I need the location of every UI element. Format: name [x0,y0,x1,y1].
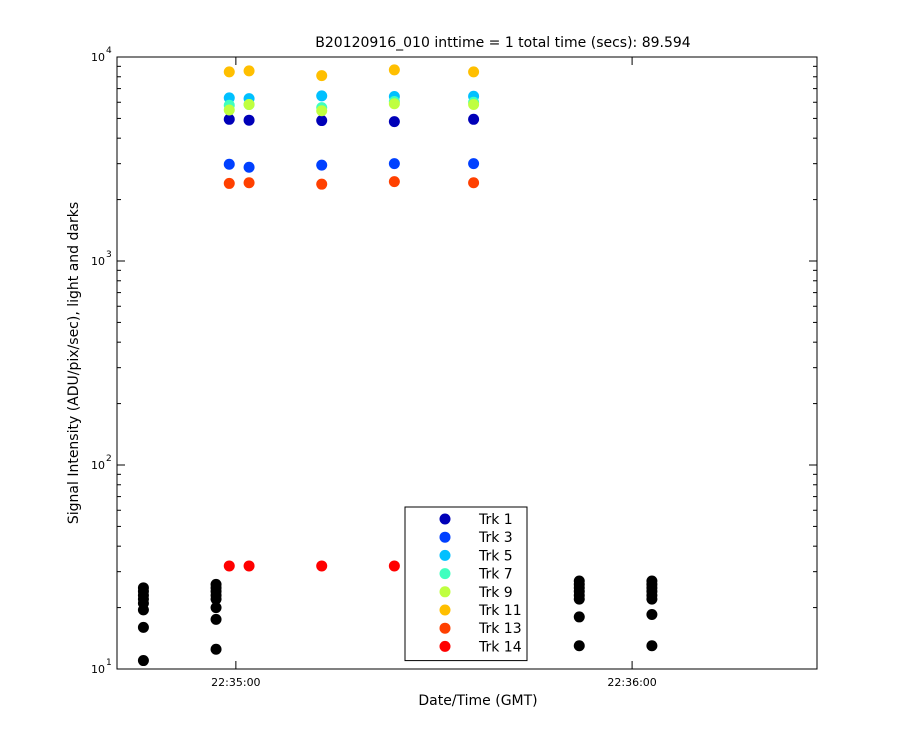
point-trk-13 [468,177,480,189]
dark-point [573,640,585,652]
legend-entry-label: Trk 5 [478,548,513,564]
point-trk-9 [223,104,235,116]
point-trk-1 [243,114,255,126]
point-trk-3 [316,159,328,171]
x-axis-label: Date/Time (GMT) [418,693,537,709]
legend-entry-label: Trk 9 [478,585,513,601]
legend-entry-label: Trk 13 [478,621,522,637]
y-tick-exponent: 1 [106,658,112,668]
legend-marker [439,640,451,652]
y-tick-label: 10 [91,663,105,676]
point-trk-13 [316,178,328,190]
dark-point [210,613,222,625]
point-trk-9 [388,98,400,110]
point-trk-14 [316,560,328,572]
y-tick-label: 10 [91,255,105,268]
legend: Trk 1 Trk 3 Trk 5 Trk 7 Trk 9 Trk 11 Trk 13 Trk… [404,506,528,662]
point-trk-1 [468,113,480,125]
point-trk-11 [388,64,400,76]
y-axis-label: Signal Intensity (ADU/pix/sec), light an… [66,202,82,524]
x-tick-label: 22:36:00 [607,676,656,689]
point-trk-1 [223,113,235,125]
point-trk-11 [223,66,235,78]
point-trk-11 [468,66,480,78]
dark-point [210,602,222,614]
y-tick-exponent: 4 [106,46,112,56]
legend-marker [439,549,451,561]
point-trk-13 [223,177,235,189]
legend-marker [439,513,451,525]
point-trk-9 [243,99,255,111]
point-trk-13 [388,176,400,188]
point-trk-13 [243,177,255,189]
legend-entry-label: Trk 3 [478,530,513,546]
legend-marker [439,531,451,543]
dark-point [210,593,222,605]
point-trk-9 [316,105,328,117]
point-trk-11 [243,65,255,77]
point-trk-1 [316,115,328,127]
y-tick-label: 10 [91,51,105,64]
point-trk-1 [388,116,400,128]
legend-marker [439,568,451,580]
chart-title: B20120916_010 inttime = 1 total time (se… [315,35,691,51]
legend-entry-label: Trk 11 [478,603,522,619]
dark-point [646,640,658,652]
dark-point [573,593,585,605]
x-axis-ticks: 22:35:00 22:36:00 [211,57,657,689]
legend-marker [439,604,451,616]
point-trk-14 [243,560,255,572]
y-tick-exponent: 3 [106,250,112,260]
dark-point [646,593,658,605]
point-trk-3 [243,161,255,173]
y-tick-exponent: 2 [106,454,112,464]
legend-marker [439,586,451,598]
legend-entry-label: Trk 14 [478,639,522,655]
dark-point [137,604,149,616]
legend-entry-label: Trk 1 [478,512,513,528]
dark-point [573,611,585,623]
point-trk-9 [468,99,480,111]
dark-point [646,608,658,620]
point-trk-3 [223,158,235,170]
point-trk-14 [388,560,400,572]
point-trk-3 [388,158,400,170]
dark-point [137,655,149,667]
y-tick-label: 10 [91,459,105,472]
dark-point [137,621,149,633]
point-trk-5 [316,90,328,102]
dark-point [210,643,222,655]
legend-box [404,506,528,662]
legend-marker [439,622,451,634]
point-trk-14 [223,560,235,572]
point-trk-11 [316,70,328,82]
legend-entry-label: Trk 7 [478,567,513,583]
point-trk-3 [468,158,480,170]
x-tick-label: 22:35:00 [211,676,260,689]
